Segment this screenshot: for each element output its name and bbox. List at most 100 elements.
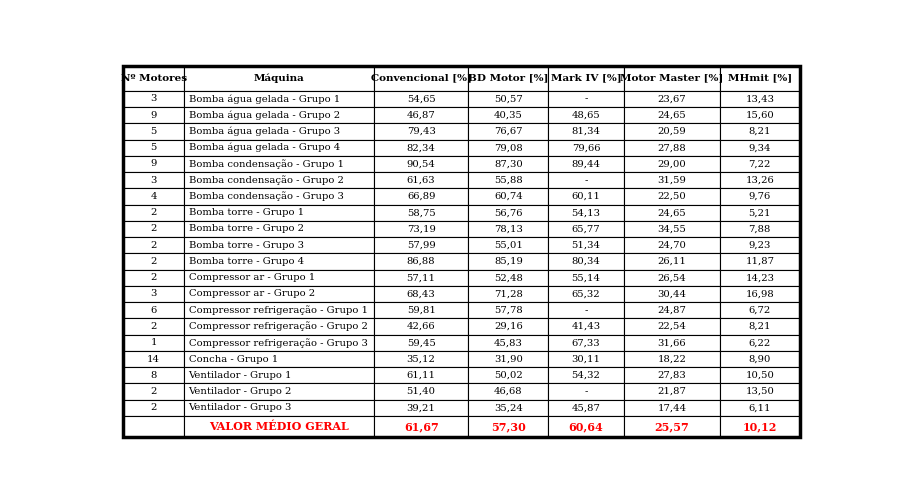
Bar	[548, 416, 624, 437]
Text: Bomba condensação - Grupo 1: Bomba condensação - Grupo 1	[188, 159, 344, 169]
Bar	[123, 253, 184, 269]
Bar	[720, 188, 799, 205]
Text: 85,19: 85,19	[494, 257, 523, 266]
Bar	[720, 367, 799, 383]
Bar	[624, 91, 720, 107]
Text: 6,11: 6,11	[749, 403, 771, 412]
Bar	[548, 91, 624, 107]
Text: 39,21: 39,21	[407, 403, 436, 412]
Bar	[468, 237, 548, 253]
Bar	[123, 269, 184, 286]
Text: 34,55: 34,55	[658, 225, 687, 234]
Text: 29,16: 29,16	[494, 322, 523, 331]
Bar	[720, 205, 799, 221]
Text: 6,72: 6,72	[749, 306, 771, 315]
Bar	[374, 91, 468, 107]
Text: 27,83: 27,83	[658, 371, 687, 380]
Bar	[548, 335, 624, 351]
Text: 57,78: 57,78	[494, 306, 523, 315]
Text: 60,74: 60,74	[494, 192, 523, 201]
Bar	[374, 139, 468, 156]
Bar	[624, 335, 720, 351]
Bar	[468, 172, 548, 188]
Text: 61,63: 61,63	[407, 176, 436, 185]
Bar	[468, 107, 548, 124]
Text: 30,11: 30,11	[572, 355, 600, 364]
Bar	[374, 302, 468, 318]
Bar	[720, 221, 799, 237]
Bar	[548, 188, 624, 205]
Text: 22,54: 22,54	[658, 322, 687, 331]
Text: 9: 9	[150, 111, 157, 120]
Text: 31,90: 31,90	[494, 355, 523, 364]
Text: Ventilador - Grupo 2: Ventilador - Grupo 2	[188, 387, 292, 396]
Text: 51,40: 51,40	[407, 387, 436, 396]
Bar	[720, 383, 799, 399]
Bar	[624, 286, 720, 302]
Bar	[374, 335, 468, 351]
Text: -: -	[584, 95, 588, 104]
Bar	[184, 318, 374, 335]
Text: -: -	[584, 306, 588, 315]
Text: 57,99: 57,99	[407, 241, 436, 249]
Text: 20,59: 20,59	[658, 127, 687, 136]
Text: 5: 5	[150, 143, 157, 152]
Text: 2: 2	[150, 208, 157, 217]
Text: Compressor ar - Grupo 1: Compressor ar - Grupo 1	[188, 273, 315, 282]
Bar	[123, 302, 184, 318]
Bar	[720, 124, 799, 139]
Bar	[624, 302, 720, 318]
Text: 54,32: 54,32	[572, 371, 600, 380]
Text: 26,11: 26,11	[658, 257, 687, 266]
Text: 79,66: 79,66	[572, 143, 600, 152]
Bar	[468, 66, 548, 91]
Bar	[624, 188, 720, 205]
Bar	[468, 221, 548, 237]
Text: 52,48: 52,48	[494, 273, 523, 282]
Text: 86,88: 86,88	[407, 257, 436, 266]
Bar	[720, 416, 799, 437]
Bar	[123, 335, 184, 351]
Bar	[374, 107, 468, 124]
Text: 11,87: 11,87	[745, 257, 774, 266]
Text: VALOR MÉDIO GERAL: VALOR MÉDIO GERAL	[210, 421, 349, 432]
Bar	[624, 318, 720, 335]
Bar	[624, 399, 720, 416]
Text: 71,28: 71,28	[494, 289, 523, 298]
Text: -: -	[584, 387, 588, 396]
Bar	[468, 139, 548, 156]
Text: 13,26: 13,26	[745, 176, 774, 185]
Text: 90,54: 90,54	[407, 159, 436, 168]
Text: 57,30: 57,30	[491, 421, 526, 432]
Text: 55,14: 55,14	[572, 273, 600, 282]
Bar	[548, 367, 624, 383]
Bar	[624, 237, 720, 253]
Text: Bomba água gelada - Grupo 3: Bomba água gelada - Grupo 3	[188, 126, 339, 136]
Text: 7,88: 7,88	[749, 225, 771, 234]
Bar	[548, 302, 624, 318]
Bar	[184, 416, 374, 437]
Text: 4: 4	[150, 192, 157, 201]
Bar	[624, 416, 720, 437]
Bar	[548, 156, 624, 172]
Bar	[184, 237, 374, 253]
Bar	[548, 205, 624, 221]
Text: 9,34: 9,34	[749, 143, 771, 152]
Bar	[468, 367, 548, 383]
Bar	[123, 399, 184, 416]
Text: Bomba torre - Grupo 2: Bomba torre - Grupo 2	[188, 225, 303, 234]
Text: 61,67: 61,67	[404, 421, 438, 432]
Text: 2: 2	[150, 225, 157, 234]
Text: 68,43: 68,43	[407, 289, 436, 298]
Bar	[184, 383, 374, 399]
Bar	[123, 237, 184, 253]
Bar	[720, 351, 799, 367]
Bar	[468, 156, 548, 172]
Bar	[468, 91, 548, 107]
Text: Compressor refrigeração - Grupo 2: Compressor refrigeração - Grupo 2	[188, 322, 367, 331]
Text: 31,66: 31,66	[658, 338, 686, 347]
Text: 79,43: 79,43	[407, 127, 436, 136]
Bar	[123, 188, 184, 205]
Text: 50,57: 50,57	[494, 95, 523, 104]
Text: Concha - Grupo 1: Concha - Grupo 1	[188, 355, 278, 364]
